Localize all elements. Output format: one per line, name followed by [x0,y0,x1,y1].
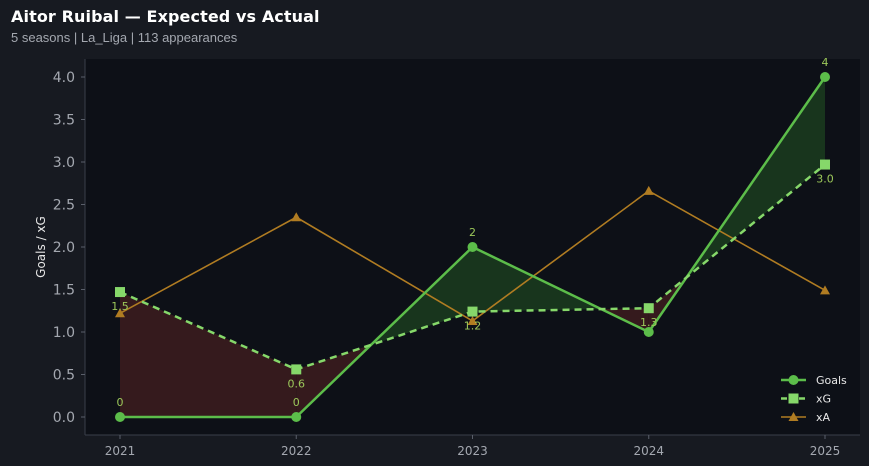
series-point-xa [115,308,125,318]
chart-title: Aitor Ruibal — Expected vs Actual [11,7,320,26]
goals-data-label: 4 [822,56,829,69]
series-point-xa [467,315,478,325]
y-tick-label: 4.0 [53,70,75,86]
series-point-goals [820,72,830,82]
series-point-goals [643,327,654,337]
x-tick-label: 2025 [810,444,841,458]
legend-marker-xg [788,393,799,404]
y-tick-label: 1.0 [53,325,75,341]
y-tick-label: 0.5 [53,368,75,384]
chart-subtitle: 5 seasons | La_Liga | 113 appearances [11,30,238,45]
series-point-goals [467,242,478,252]
series-point-xg [643,303,654,314]
xg-data-label: 0.6 [288,377,306,390]
legend-marker-xa [788,412,799,421]
series-point-xa [643,185,654,195]
goals-data-label: 2 [469,226,476,239]
series-point-xa [291,212,302,222]
x-tick-label: 2023 [457,444,488,458]
xg-data-label: 3.0 [816,173,834,186]
xg-data-label: 1.5 [111,300,129,313]
series-point-xg [291,364,302,375]
y-tick-label: 2.5 [53,198,75,214]
xg-data-label: 1.3 [640,316,658,329]
y-tick-label: 1.5 [53,283,75,299]
legend-label-xg: xG [816,393,831,406]
series-point-xg [820,159,830,170]
series-point-xg [467,306,478,317]
x-tick-label: 2021 [105,444,136,458]
legend-label-goals: Goals [816,374,847,387]
x-tick-label: 2022 [281,444,312,458]
y-axis-label: Goals / xG [34,216,48,278]
legend-marker-goals [788,375,799,385]
y-tick-label: 3.5 [53,113,75,129]
y-tick-label: 2.0 [53,240,75,256]
series-point-goals [115,412,125,422]
y-tick-label: 0.0 [53,410,75,426]
fill-region [120,292,297,417]
series-point-xa [820,285,830,295]
xg-data-label: 1.2 [464,320,482,333]
series-point-goals [291,412,302,422]
x-tick-label: 2024 [633,444,664,458]
chart-header: Aitor Ruibal — Expected vs Actual 5 seas… [0,0,869,56]
goals-data-label: 0 [293,396,300,409]
y-tick-label: 3.0 [53,155,75,171]
series-point-xg [115,287,125,298]
legend-label-xa: xA [816,411,831,424]
goals-data-label: 0 [117,396,124,409]
